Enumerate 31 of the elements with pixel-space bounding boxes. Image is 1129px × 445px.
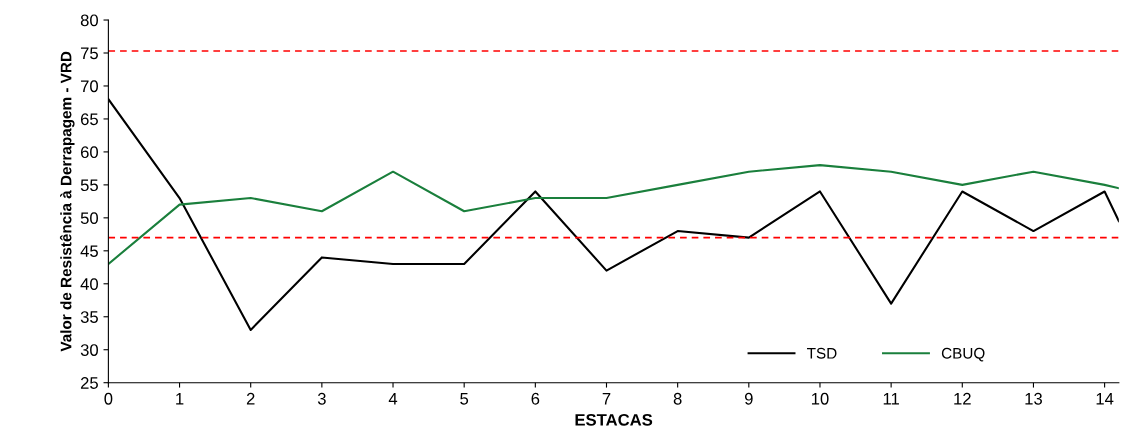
x-tick-label: 12 [954,392,971,405]
x-tick-label: 14 [1096,393,1114,405]
legend-label: TSD [807,347,837,359]
y-axis-title: Valor de Resistência à Derrapagem - VRD [59,51,75,352]
y-tick-label: 30 [80,344,99,356]
y-tick-label: 70 [80,80,99,93]
y-tick-label: 40 [80,278,99,290]
y-tick-label: 35 [80,311,98,323]
y-tick-label: 25 [80,377,98,389]
x-tick-label: 10 [811,392,829,405]
x-tick-label: 5 [460,393,469,405]
x-tick-label: 11 [883,393,899,405]
x-tick-label: 2 [246,392,255,405]
legend-label: CBUQ [941,347,985,362]
y-tick-label: 80 [80,14,99,27]
x-tick-label: 6 [531,392,540,405]
x-tick-label: 8 [673,392,682,405]
x-tick-label: 7 [602,393,611,405]
y-tick-label: 45 [80,245,98,258]
y-tick-label: 65 [80,113,98,126]
y-tick-label: 60 [80,146,99,159]
x-tick-label: 9 [744,392,753,405]
x-tick-label: 3 [317,392,326,405]
y-tick-label: 50 [80,212,99,225]
x-tick-label: 4 [388,393,398,405]
y-tick-label: 75 [80,47,98,60]
x-tick-label: 0 [104,392,113,405]
y-tick-label: 55 [80,179,98,192]
x-tick-label: 13 [1025,392,1042,405]
x-axis-title: ESTACAS [575,413,653,426]
x-tick-label: 1 [176,393,184,405]
